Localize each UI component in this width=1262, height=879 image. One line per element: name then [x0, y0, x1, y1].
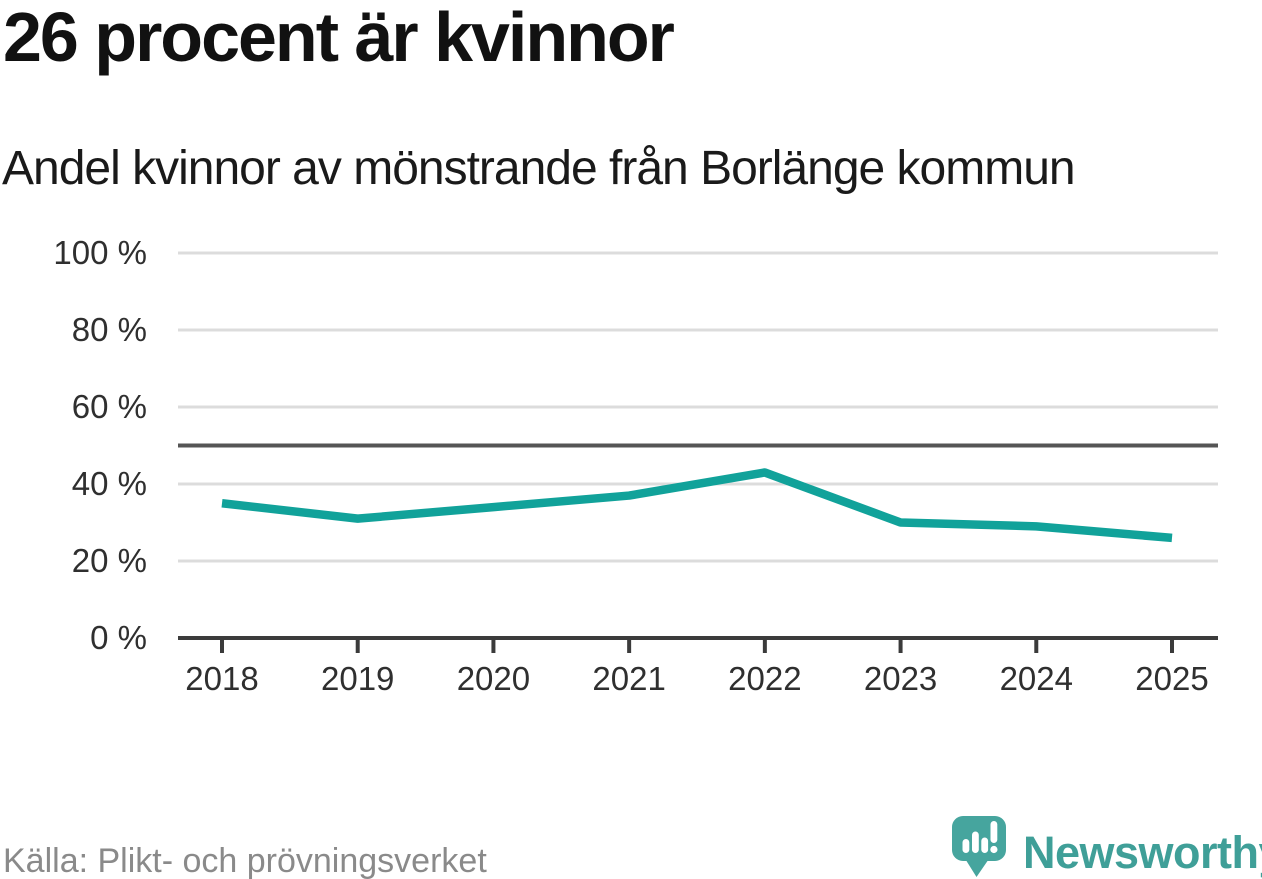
logo-bar-1 — [962, 839, 970, 853]
x-tick-label: 2023 — [864, 660, 937, 697]
line-chart-plot: 0 % 20 % 40 % 60 % 80 % 100 % 2018 2019 2020 2021… — [53, 234, 1218, 697]
newsworthy-logo[interactable]: Newsworthy — [951, 816, 1262, 878]
newsworthy-logo-text: Newsworthy — [1023, 827, 1262, 878]
x-tick-label: 2021 — [592, 660, 665, 697]
y-tick-label: 60 % — [72, 388, 147, 425]
y-tick-label: 80 % — [72, 311, 147, 348]
y-tick-label: 0 % — [90, 619, 147, 656]
y-tick-label: 40 % — [72, 465, 147, 502]
logo-bubble-shape — [952, 816, 1006, 877]
logo-exclamation-dot — [990, 845, 998, 854]
x-tick-label: 2025 — [1135, 660, 1208, 697]
x-tick-label: 2020 — [457, 660, 530, 697]
data-line-andel-kvinnor — [221, 468, 1173, 543]
logo-bar-3 — [981, 837, 989, 853]
newsworthy-logo-icon — [952, 816, 1006, 877]
x-tick-label: 2018 — [185, 660, 258, 697]
source-note: Källa: Plikt- och prövningsverket — [3, 842, 487, 879]
logo-exclamation-bar — [990, 821, 998, 843]
x-tick-label: 2022 — [728, 660, 801, 697]
chart-subtitle: Andel kvinnor av mönstrande från Borläng… — [2, 142, 1076, 195]
x-tick-label: 2024 — [1000, 660, 1073, 697]
logo-bar-2 — [972, 831, 979, 853]
x-tick-label: 2019 — [321, 660, 394, 697]
y-tick-label: 20 % — [72, 542, 147, 579]
chart-title: 26 procent är kvinnor — [3, 0, 675, 76]
y-tick-label: 100 % — [53, 234, 147, 271]
